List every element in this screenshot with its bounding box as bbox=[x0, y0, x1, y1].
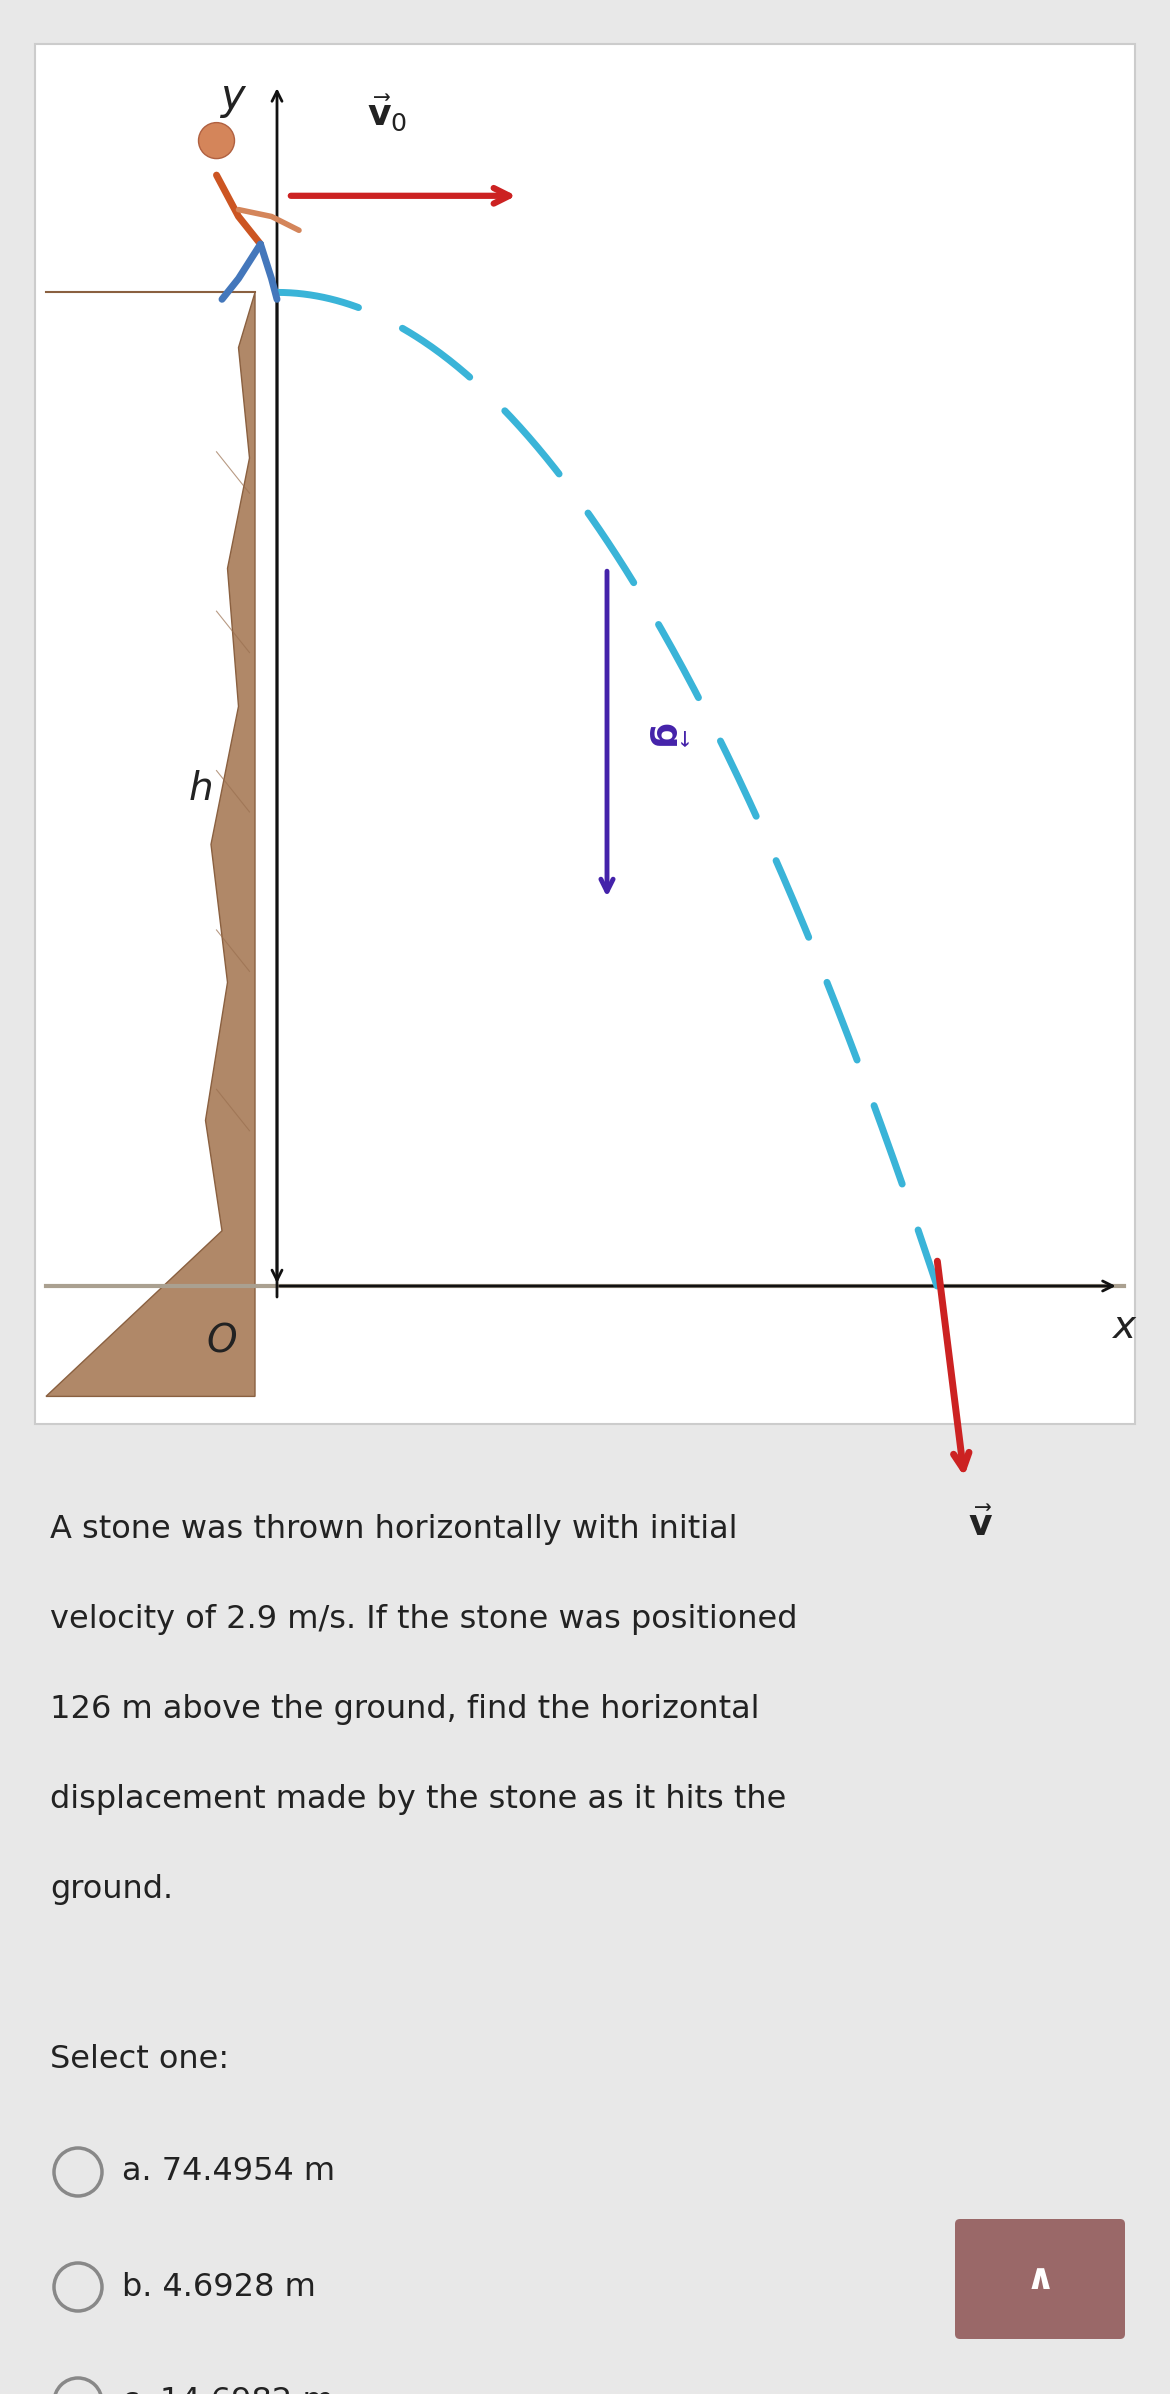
FancyBboxPatch shape bbox=[955, 2219, 1126, 2339]
Text: $O$: $O$ bbox=[206, 1324, 238, 1360]
Circle shape bbox=[199, 122, 234, 158]
Text: b. 4.6928 m: b. 4.6928 m bbox=[122, 2272, 316, 2303]
Text: A stone was thrown horizontally with initial: A stone was thrown horizontally with ini… bbox=[50, 1513, 737, 1544]
Text: $\vec{\mathbf{v}}_0$: $\vec{\mathbf{v}}_0$ bbox=[367, 93, 407, 134]
Text: $h$: $h$ bbox=[188, 771, 212, 807]
Text: c. 14.6982 m: c. 14.6982 m bbox=[122, 2387, 333, 2394]
Text: ground.: ground. bbox=[50, 1875, 173, 1906]
Text: a. 74.4954 m: a. 74.4954 m bbox=[122, 2157, 335, 2188]
Text: ∧: ∧ bbox=[1025, 2262, 1054, 2296]
Polygon shape bbox=[46, 292, 255, 1396]
Text: $x$: $x$ bbox=[1110, 1310, 1137, 1345]
Text: $\vec{\mathbf{v}}$: $\vec{\mathbf{v}}$ bbox=[969, 1506, 993, 1542]
FancyBboxPatch shape bbox=[35, 43, 1135, 1424]
Text: $y$: $y$ bbox=[219, 79, 247, 120]
Text: displacement made by the stone as it hits the: displacement made by the stone as it hit… bbox=[50, 1784, 786, 1815]
Text: velocity of 2.9 m/s. If the stone was positioned: velocity of 2.9 m/s. If the stone was po… bbox=[50, 1604, 798, 1635]
Text: Select one:: Select one: bbox=[50, 2044, 229, 2076]
Text: 126 m above the ground, find the horizontal: 126 m above the ground, find the horizon… bbox=[50, 1695, 759, 1726]
Text: $\vec{\mathbf{g}}$: $\vec{\mathbf{g}}$ bbox=[646, 721, 688, 747]
